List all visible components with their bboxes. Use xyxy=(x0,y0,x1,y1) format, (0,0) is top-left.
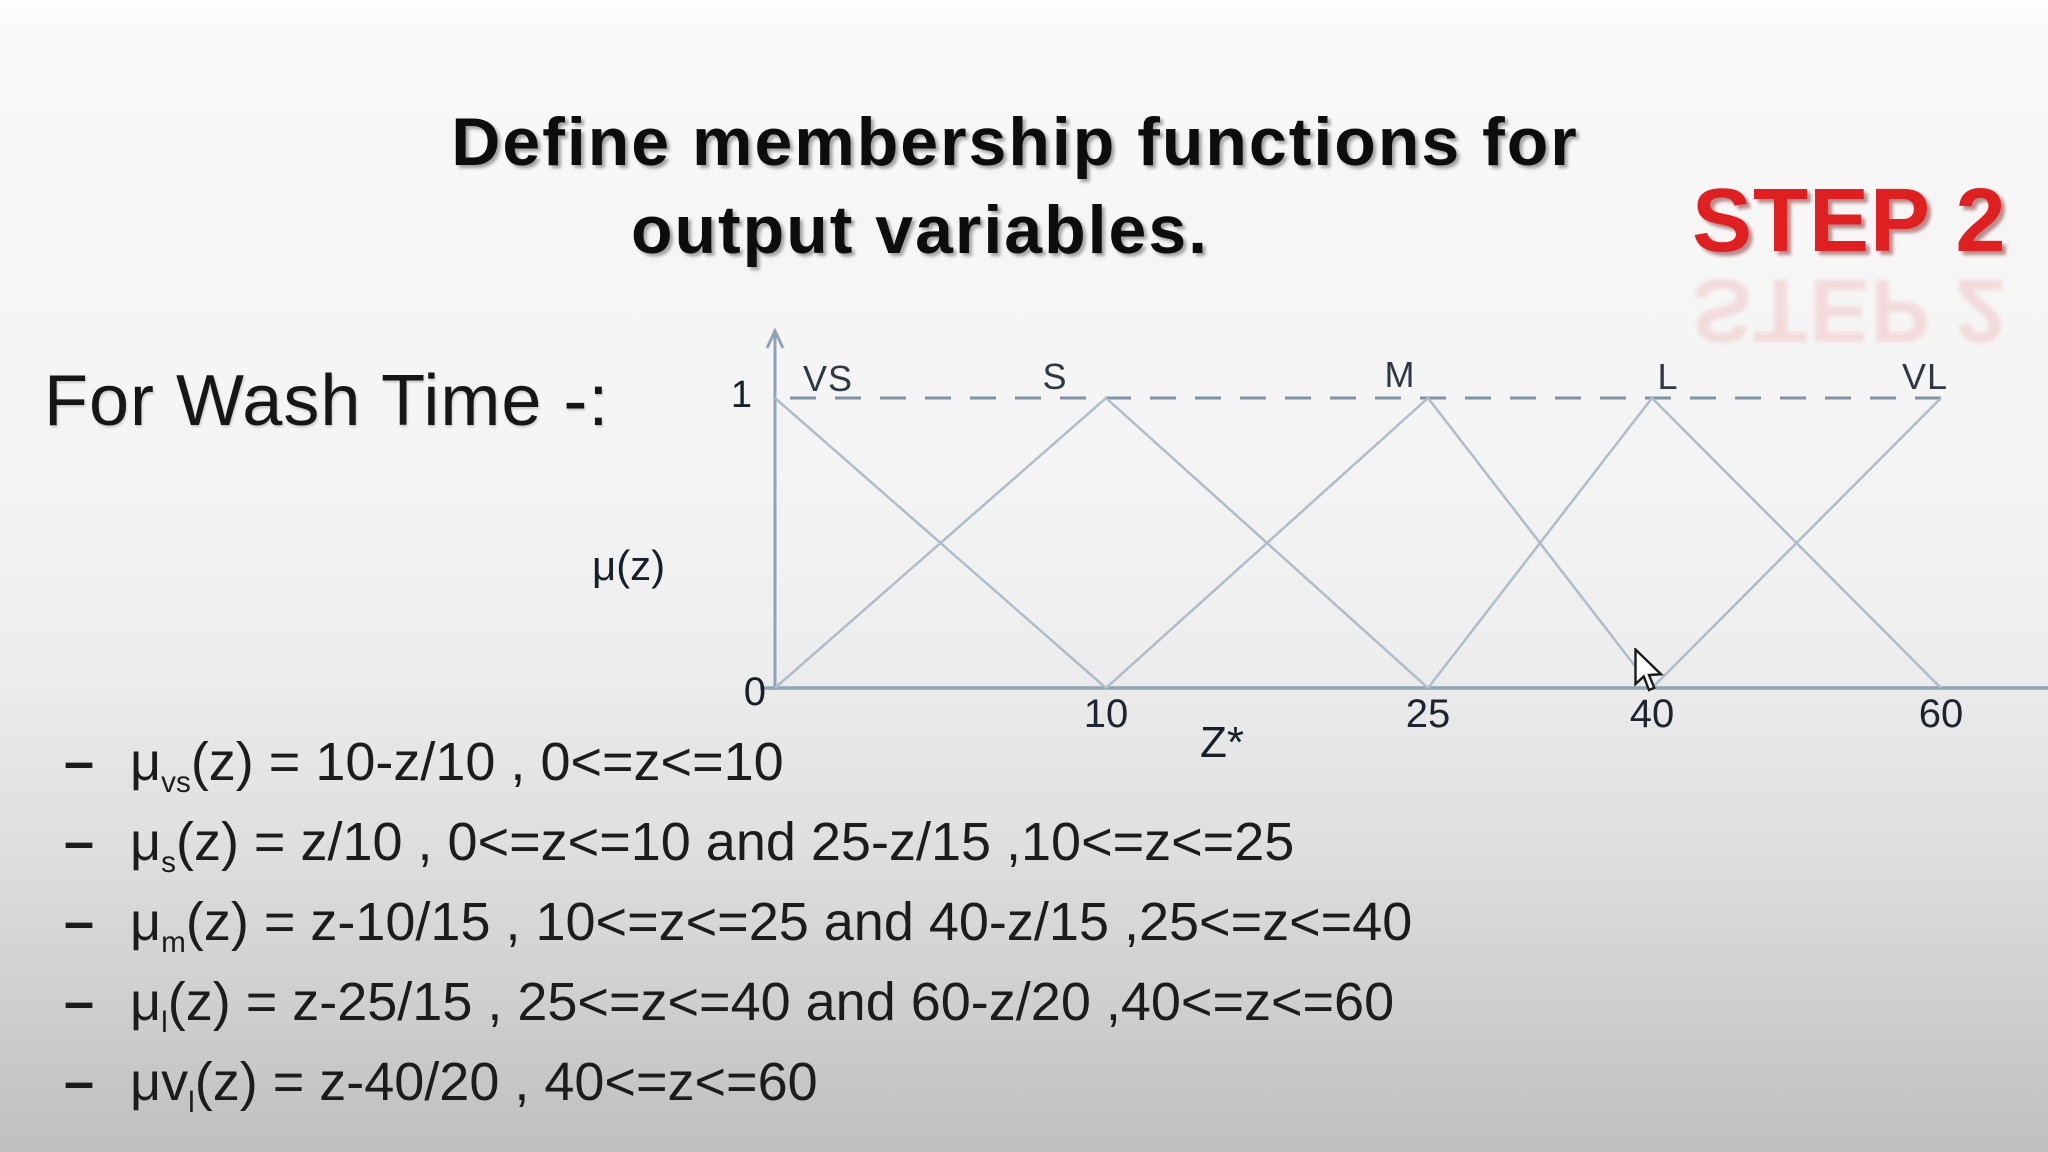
x-tick-10: 10 xyxy=(1083,692,1129,736)
formula-body: (z) = z/10 , 0<=z<=10 and 25-z/15 ,10<=z… xyxy=(175,812,1295,872)
curve-l xyxy=(1427,396,1942,689)
origin-tick: 0 xyxy=(743,670,766,714)
formula-mu-prefix: μ xyxy=(130,892,162,952)
x-tick-40: 40 xyxy=(1629,692,1675,736)
formula-subscript: l xyxy=(161,1005,168,1039)
formula-body: (z) = z-40/20 , 40<=z<=60 xyxy=(194,1052,818,1112)
formula-mu-prefix: μ xyxy=(130,972,162,1032)
y-axis-title: μ(z) xyxy=(592,542,666,589)
series-label-m: M xyxy=(1384,354,1416,395)
x-tick-25: 25 xyxy=(1405,692,1451,736)
bullet-dash: – xyxy=(64,732,95,792)
series-label-vs: VS xyxy=(802,358,854,399)
x-tick-60: 60 xyxy=(1918,692,1964,736)
formula-mu-prefix: μv xyxy=(130,1052,189,1112)
series-label-l: L xyxy=(1657,356,1679,397)
formula-line-l: – μl(z) = z-25/15 , 25<=z<=40 and 60-z/20… xyxy=(64,962,1412,1042)
mouse-cursor-icon xyxy=(1634,648,1664,692)
section-label: For Wash Time -: xyxy=(44,361,610,441)
curve-s xyxy=(774,396,1429,689)
curve-vl xyxy=(1651,397,1942,689)
formula-subscript: s xyxy=(161,845,176,879)
formula-line-vs: – μvs(z) = 10-z/10 , 0<=z<=10 xyxy=(64,722,1412,802)
formula-subscript: l xyxy=(188,1085,195,1119)
bullet-dash: – xyxy=(64,972,95,1032)
bullet-dash: – xyxy=(64,892,95,952)
formula-body: (z) = 10-z/10 , 0<=z<=10 xyxy=(190,732,784,792)
formula-subscript: m xyxy=(161,925,186,959)
title-line-1: Define membership functions for xyxy=(451,103,1579,180)
step-badge: STEP 2 xyxy=(1692,171,2007,271)
formula-body: (z) = z-10/15 , 10<=z<=25 and 40-z/15 ,2… xyxy=(185,892,1413,952)
curve-m xyxy=(1105,396,1653,689)
formula-line-s: – μs(z) = z/10 , 0<=z<=10 and 25-z/15 ,10… xyxy=(64,802,1412,882)
series-label-vl: VL xyxy=(1901,356,1949,397)
formula-subscript: vs xyxy=(161,765,191,799)
formula-line-m: – μm(z) = z-10/15 , 10<=z<=25 and 40-z/15… xyxy=(64,882,1412,962)
y-axis-max-tick: 1 xyxy=(730,374,752,416)
bullet-dash: – xyxy=(64,812,95,872)
formula-body: (z) = z-25/15 , 25<=z<=40 and 60-z/20 ,4… xyxy=(167,972,1395,1032)
x-axis-title: Z* xyxy=(1200,718,1244,767)
formula-mu-prefix: μ xyxy=(130,812,162,872)
slide-title: Define membership functions for output v… xyxy=(350,98,1680,274)
bullet-dash: – xyxy=(64,1052,95,1112)
formula-line-vl: – μvl(z) = z-40/20 , 40<=z<=60 xyxy=(64,1042,1412,1122)
series-label-s: S xyxy=(1042,356,1068,397)
formula-mu-prefix: μ xyxy=(130,732,162,792)
formula-list: – μvs(z) = 10-z/10 , 0<=z<=10 – μs(z) = z/… xyxy=(64,722,1412,1122)
title-line-2: output variables. xyxy=(630,191,1210,268)
